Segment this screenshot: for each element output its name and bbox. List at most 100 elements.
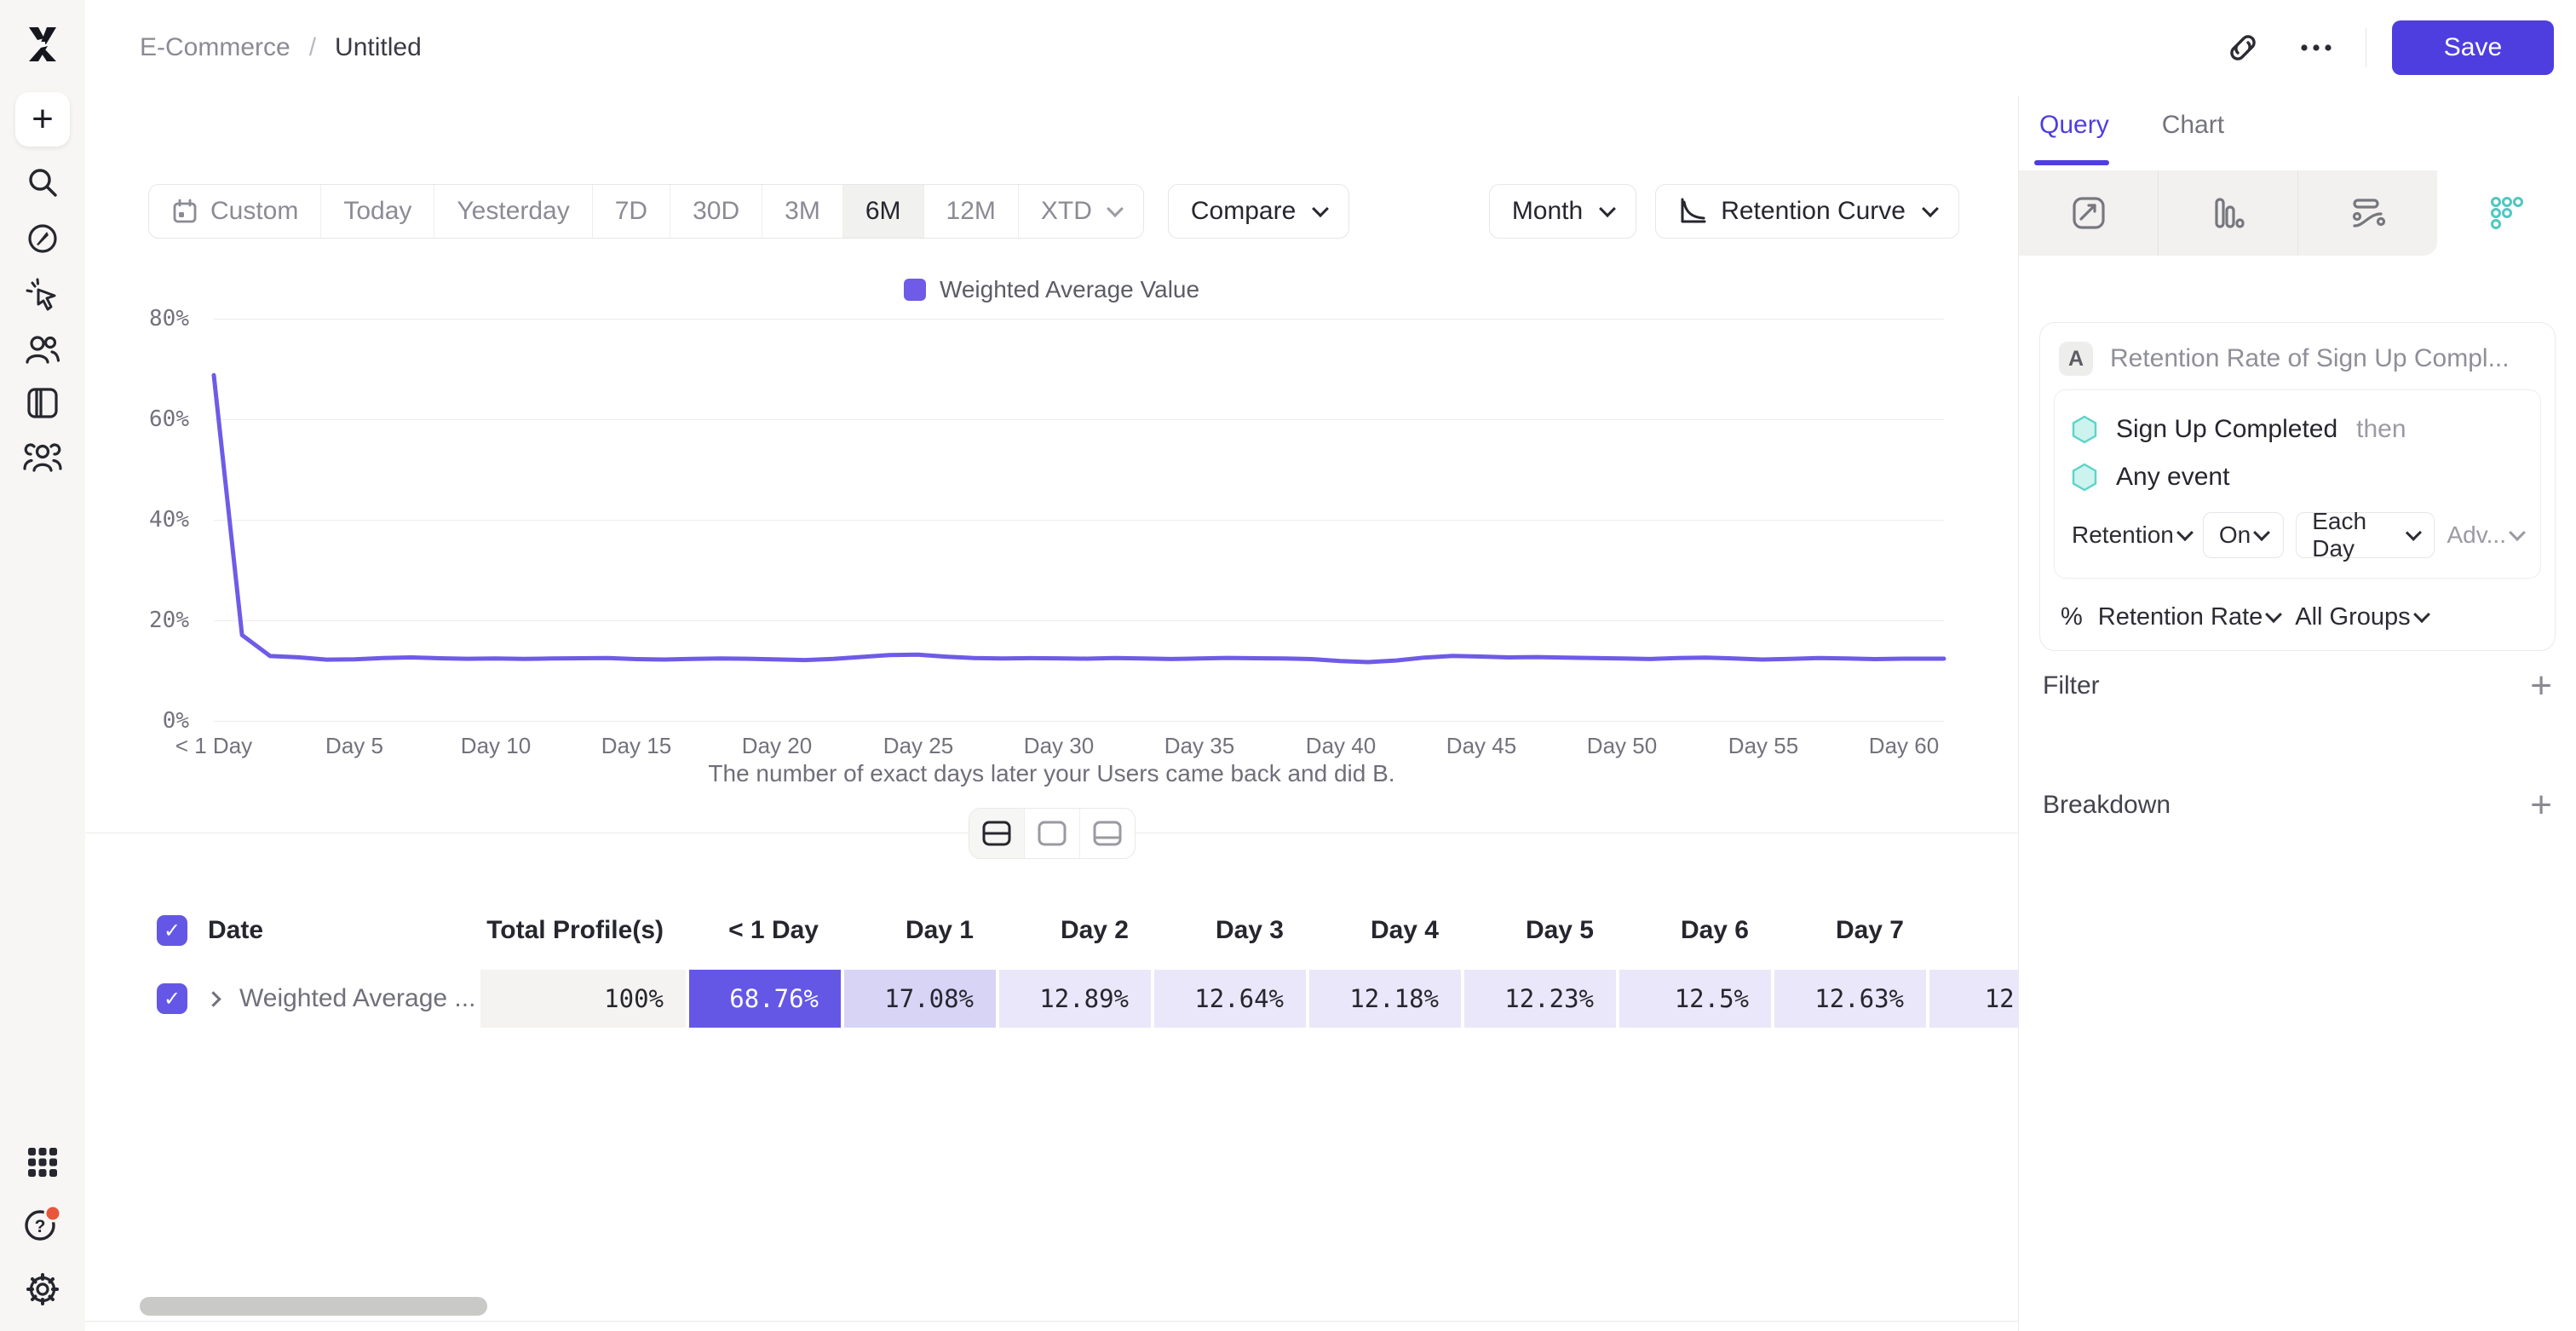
breadcrumb-separator: / (308, 33, 317, 61)
column-header-day6[interactable]: Day 6 (1680, 916, 1749, 944)
select-all-checkbox[interactable]: ✓ (157, 915, 187, 946)
create-button[interactable]: + (15, 92, 70, 147)
y-axis-tick: 60% (149, 406, 189, 432)
chart-type-value: Retention Curve (1721, 197, 1906, 225)
retention-dots-icon (2490, 197, 2523, 229)
event-b-name[interactable]: Any event (2116, 463, 2230, 491)
layout-table-bottom-button[interactable] (1080, 809, 1135, 858)
more-options-icon[interactable] (2292, 24, 2340, 72)
layout-split-view-button[interactable] (969, 809, 1025, 858)
column-header-day7[interactable]: Day 7 (1835, 916, 1904, 944)
users-icon[interactable] (24, 332, 61, 366)
x-axis-tick: Day 20 (741, 733, 813, 758)
retention-on-dropdown[interactable]: On (2202, 512, 2285, 558)
calendar-icon (173, 199, 197, 223)
range-custom[interactable]: Custom (149, 185, 322, 238)
groups-dropdown[interactable]: All Groups (2295, 603, 2430, 631)
cell-day4: 12.18% (1306, 970, 1461, 1028)
range-today[interactable]: Today (321, 185, 435, 238)
report-funnels-button[interactable] (2159, 170, 2298, 256)
left-sidebar: + ? (0, 0, 86, 1331)
add-filter-button[interactable]: + (2530, 665, 2552, 706)
column-header-day3[interactable]: Day 3 (1215, 916, 1284, 944)
retention-type-dropdown[interactable]: Retention (2072, 521, 2194, 549)
breadcrumb-project[interactable]: E-Commerce (140, 33, 290, 61)
column-header-day2[interactable]: Day 2 (1060, 916, 1129, 944)
event-row-b[interactable]: Any event (2072, 453, 2523, 501)
query-panel: Query Chart A Retention Rate of Sign Up … (2018, 95, 2576, 1331)
event-a-name[interactable]: Sign Up Completed (2116, 415, 2338, 443)
range-xtd[interactable]: XTD (1019, 185, 1143, 238)
range-label: 30D (693, 197, 740, 225)
x-axis-tick: Day 30 (1023, 733, 1095, 758)
event-hexagon-icon (2072, 463, 2097, 492)
retention-table: ✓ Date Total Profile(s) < 1 Day Day 1 Da… (85, 903, 2018, 1028)
horizontal-scrollbar-thumb[interactable] (140, 1297, 487, 1316)
cell-day3: 12.64% (1151, 970, 1306, 1028)
flows-path-icon (2352, 199, 2385, 228)
layout-chart-only-button[interactable] (1025, 809, 1080, 858)
column-header-lt1day[interactable]: < 1 Day (728, 916, 819, 944)
help-icon[interactable]: ? (20, 1204, 65, 1245)
report-retention-button[interactable] (2437, 170, 2576, 256)
range-7d[interactable]: 7D (593, 185, 671, 238)
row-checkbox[interactable]: ✓ (157, 983, 187, 1014)
column-header-day5[interactable]: Day 5 (1525, 916, 1594, 944)
x-axis-tick: Day 40 (1305, 733, 1377, 758)
retention-interval-dropdown[interactable]: Each Day (2296, 508, 2435, 562)
advanced-dropdown[interactable]: Adv... (2447, 521, 2526, 549)
retention-line-series (211, 372, 1946, 665)
column-header-day4[interactable]: Day 4 (1370, 916, 1439, 944)
compare-button[interactable]: Compare (1167, 184, 1350, 239)
apps-grid-icon[interactable] (26, 1145, 60, 1179)
range-label: Today (343, 197, 412, 225)
explore-compass-icon[interactable] (25, 221, 60, 256)
y-axis-tick: 0% (162, 708, 189, 734)
report-flows-button[interactable] (2298, 170, 2437, 256)
granularity-dropdown[interactable]: Month (1488, 184, 1637, 239)
boards-panel-icon[interactable] (25, 386, 60, 420)
report-type-switcher (2019, 170, 2576, 256)
measure-dropdown[interactable]: Retention Rate (2097, 602, 2283, 631)
column-header-day1[interactable]: Day 1 (905, 916, 974, 944)
range-label: Yesterday (457, 197, 570, 225)
range-yesterday[interactable]: Yesterday (434, 185, 593, 238)
events-cursor-icon[interactable] (24, 277, 61, 314)
column-header-total-profiles[interactable]: Total Profile(s) (486, 916, 664, 944)
funnels-bars-icon (2214, 198, 2245, 228)
svg-text:?: ? (35, 1217, 46, 1236)
report-main-area: Custom Today Yesterday 7D 30D 3M 6M 12M … (85, 95, 2018, 1331)
report-insights-button[interactable] (2019, 170, 2159, 256)
chevron-down-icon (2265, 606, 2283, 624)
range-3m[interactable]: 3M (762, 185, 843, 238)
tab-chart[interactable]: Chart (2161, 111, 2225, 139)
measure-value: Retention Rate (2097, 602, 2263, 631)
query-title[interactable]: Retention Rate of Sign Up Compl... (2110, 344, 2510, 372)
row-expand-chevron-icon[interactable] (205, 990, 221, 1007)
copy-link-icon[interactable] (2219, 24, 2267, 72)
breadcrumb-page-title[interactable]: Untitled (335, 33, 422, 61)
query-builder-card: A Retention Rate of Sign Up Compl... Sig… (2039, 322, 2556, 651)
advanced-label: Adv... (2447, 521, 2506, 548)
chart-legend[interactable]: Weighted Average Value (85, 276, 2018, 303)
retention-chart: Weighted Average Value 80% 60% 40% 20% 0… (85, 95, 2018, 820)
x-axis-tick: Day 10 (460, 733, 532, 758)
settings-gear-icon[interactable] (24, 1270, 61, 1308)
range-6m-active[interactable]: 6M (842, 185, 924, 238)
column-header-date[interactable]: Date (208, 916, 264, 944)
range-30d[interactable]: 30D (670, 185, 763, 238)
table-row: ✓ Weighted Average ... 100% 68.76% 17.08… (85, 970, 2018, 1028)
cohorts-icon[interactable] (22, 441, 63, 475)
range-label: 7D (614, 197, 648, 225)
save-button[interactable]: Save (2392, 20, 2554, 75)
event-row-a[interactable]: Sign Up Completed then (2072, 406, 2523, 453)
tab-query[interactable]: Query (2039, 111, 2109, 139)
compare-label: Compare (1190, 197, 1297, 225)
range-label: 12M (946, 197, 996, 225)
add-breakdown-button[interactable]: + (2530, 784, 2552, 826)
on-value: On (2218, 521, 2251, 548)
range-12m[interactable]: 12M (924, 185, 1019, 238)
chevron-down-icon (2412, 606, 2430, 624)
search-icon[interactable] (25, 164, 60, 200)
chart-type-dropdown[interactable]: Retention Curve (1655, 184, 1959, 239)
